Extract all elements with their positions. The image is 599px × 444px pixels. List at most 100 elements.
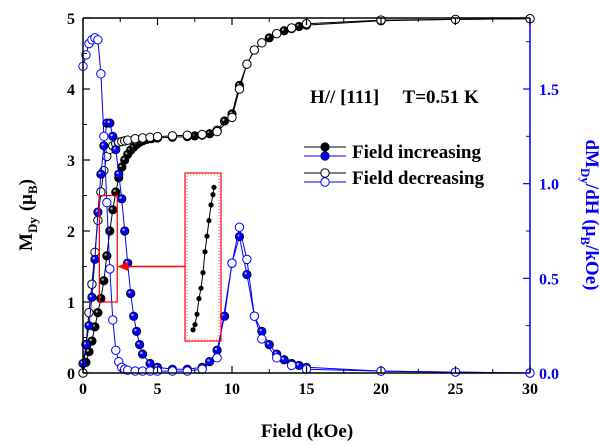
data-point [123, 135, 133, 145]
marker-open [249, 45, 260, 55]
marker-highlight [134, 328, 137, 332]
data-point [234, 222, 245, 232]
legend-label: Field increasing [352, 142, 481, 163]
left-y-tick-label: 3 [67, 153, 75, 170]
marker-open [182, 366, 193, 376]
marker-highlight [116, 171, 119, 175]
x-tick-label: 5 [154, 381, 162, 398]
marker-filled [81, 339, 91, 350]
data-point [242, 254, 252, 265]
marker-filled [87, 292, 97, 302]
marker-highlight [137, 342, 140, 345]
legend: Field increasing Field decreasing [304, 142, 485, 189]
inset-point [196, 296, 202, 302]
marker-highlight [86, 323, 89, 326]
inset-point [208, 202, 214, 208]
legend-marker [320, 151, 330, 161]
data-point [96, 187, 106, 197]
right-y-tick-label: 0.0 [539, 366, 559, 383]
data-point [152, 131, 163, 142]
marker-highlight [104, 253, 107, 256]
data-point [286, 23, 297, 33]
marker-filled [108, 131, 118, 141]
data-point [99, 276, 109, 286]
marker-open [249, 311, 260, 321]
x-tick-label: 25 [448, 381, 464, 398]
data-point [242, 59, 252, 69]
data-point [93, 35, 103, 45]
marker-open [272, 353, 282, 363]
marker-filled [108, 205, 118, 215]
data-point [90, 254, 100, 264]
data-point [117, 194, 127, 204]
marker-filled [96, 169, 106, 179]
inset-point [190, 327, 196, 333]
data-point [84, 307, 94, 318]
data-point [249, 311, 260, 321]
marker-open [81, 50, 91, 60]
inset-line [192, 187, 215, 330]
right-y-tick-label: 1.0 [539, 177, 559, 194]
legend-marker [320, 142, 330, 152]
data-point [105, 226, 115, 236]
marker-open [286, 360, 297, 371]
marker-filled [117, 194, 127, 204]
data-point [205, 357, 215, 367]
marker-highlight [281, 28, 285, 31]
marker-highlight [266, 35, 270, 38]
marker-open [234, 222, 245, 232]
data-point [93, 207, 103, 217]
data-point [272, 353, 282, 363]
data-point [108, 131, 118, 141]
data-point [212, 353, 222, 363]
left-y-tick-label: 5 [67, 11, 75, 28]
data-point [227, 112, 237, 123]
legend-marker [320, 177, 330, 187]
marker-filled [114, 169, 124, 179]
left-y-tick-label: 4 [67, 82, 75, 99]
marker-filled [135, 339, 145, 350]
x-tick-label: 10 [224, 381, 240, 398]
inset-point [210, 192, 216, 198]
legend-label: Field decreasing [352, 168, 485, 189]
data-point [257, 334, 267, 344]
marker-highlight [86, 349, 89, 352]
marker-open [227, 258, 237, 268]
data-point [111, 345, 121, 355]
marker-highlight [89, 294, 92, 298]
marker-open [167, 131, 178, 141]
marker-open [96, 187, 106, 197]
marker-open [123, 135, 133, 145]
marker-highlight [266, 342, 270, 345]
marker-highlight [110, 207, 113, 210]
marker-filled [99, 276, 109, 286]
right-y-tick-label: 0.5 [539, 271, 559, 288]
data-point [126, 288, 136, 299]
data-point [212, 126, 222, 137]
marker-open [96, 69, 106, 79]
marker-open [93, 35, 103, 45]
marker-filled [120, 226, 130, 236]
data-point [114, 169, 124, 179]
inset-point [202, 249, 208, 255]
marker-open [212, 353, 222, 363]
inset-point [192, 322, 198, 328]
marker-filled [90, 254, 100, 264]
marker-filled [93, 308, 103, 318]
data-point [96, 69, 106, 79]
marker-highlight [222, 118, 225, 121]
data-point [182, 130, 193, 140]
inset-point [200, 270, 206, 276]
marker-filled [105, 118, 115, 128]
inset-zoom [98, 172, 222, 342]
data-point [120, 226, 130, 236]
marker-highlight [83, 342, 86, 345]
data-point [96, 293, 106, 304]
marker-open [242, 254, 252, 265]
marker-highlight [113, 189, 116, 192]
marker-open [286, 23, 297, 33]
data-point [132, 326, 142, 336]
data-point [111, 144, 121, 155]
x-tick-label: 15 [299, 381, 315, 398]
